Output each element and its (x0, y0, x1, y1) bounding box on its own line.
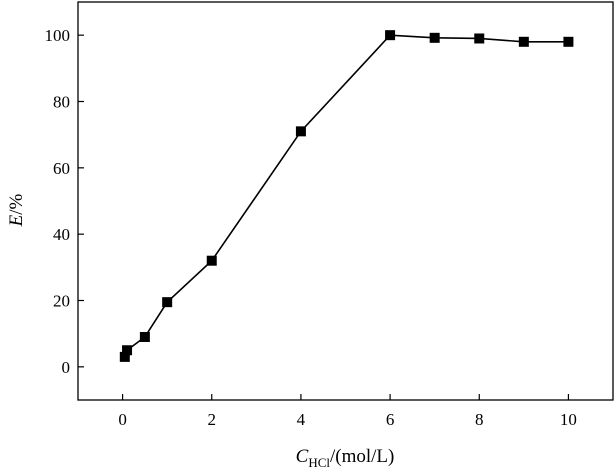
data-point (119, 351, 130, 362)
x-tick-label: 4 (297, 410, 306, 429)
x-axis-title: CHCl/(mol/L) (296, 446, 395, 470)
data-point (474, 33, 485, 44)
data-point (162, 297, 173, 308)
series-line (124, 34, 569, 358)
data-point (139, 331, 150, 342)
y-tick-label: 60 (53, 159, 70, 178)
data-point (385, 30, 396, 41)
data-point (429, 32, 440, 43)
y-axis-title: E/% (6, 193, 27, 227)
data-point (563, 36, 574, 47)
x-tick-label: 2 (208, 410, 217, 429)
y-tick-label: 0 (62, 358, 71, 377)
y-tick-label: 80 (53, 93, 70, 112)
data-point (122, 345, 133, 356)
x-tick-label: 8 (475, 410, 484, 429)
x-tick-label: 0 (118, 410, 127, 429)
data-point (518, 36, 529, 47)
x-tick-label: 6 (386, 410, 395, 429)
plot-frame (77, 1, 614, 401)
data-series (119, 30, 574, 362)
data-point (295, 126, 306, 137)
x-tick-label: 10 (560, 410, 577, 429)
y-tick-label: 20 (53, 292, 70, 311)
data-point (206, 255, 217, 266)
y-tick-label: 100 (45, 26, 71, 45)
y-tick-label: 40 (53, 225, 70, 244)
